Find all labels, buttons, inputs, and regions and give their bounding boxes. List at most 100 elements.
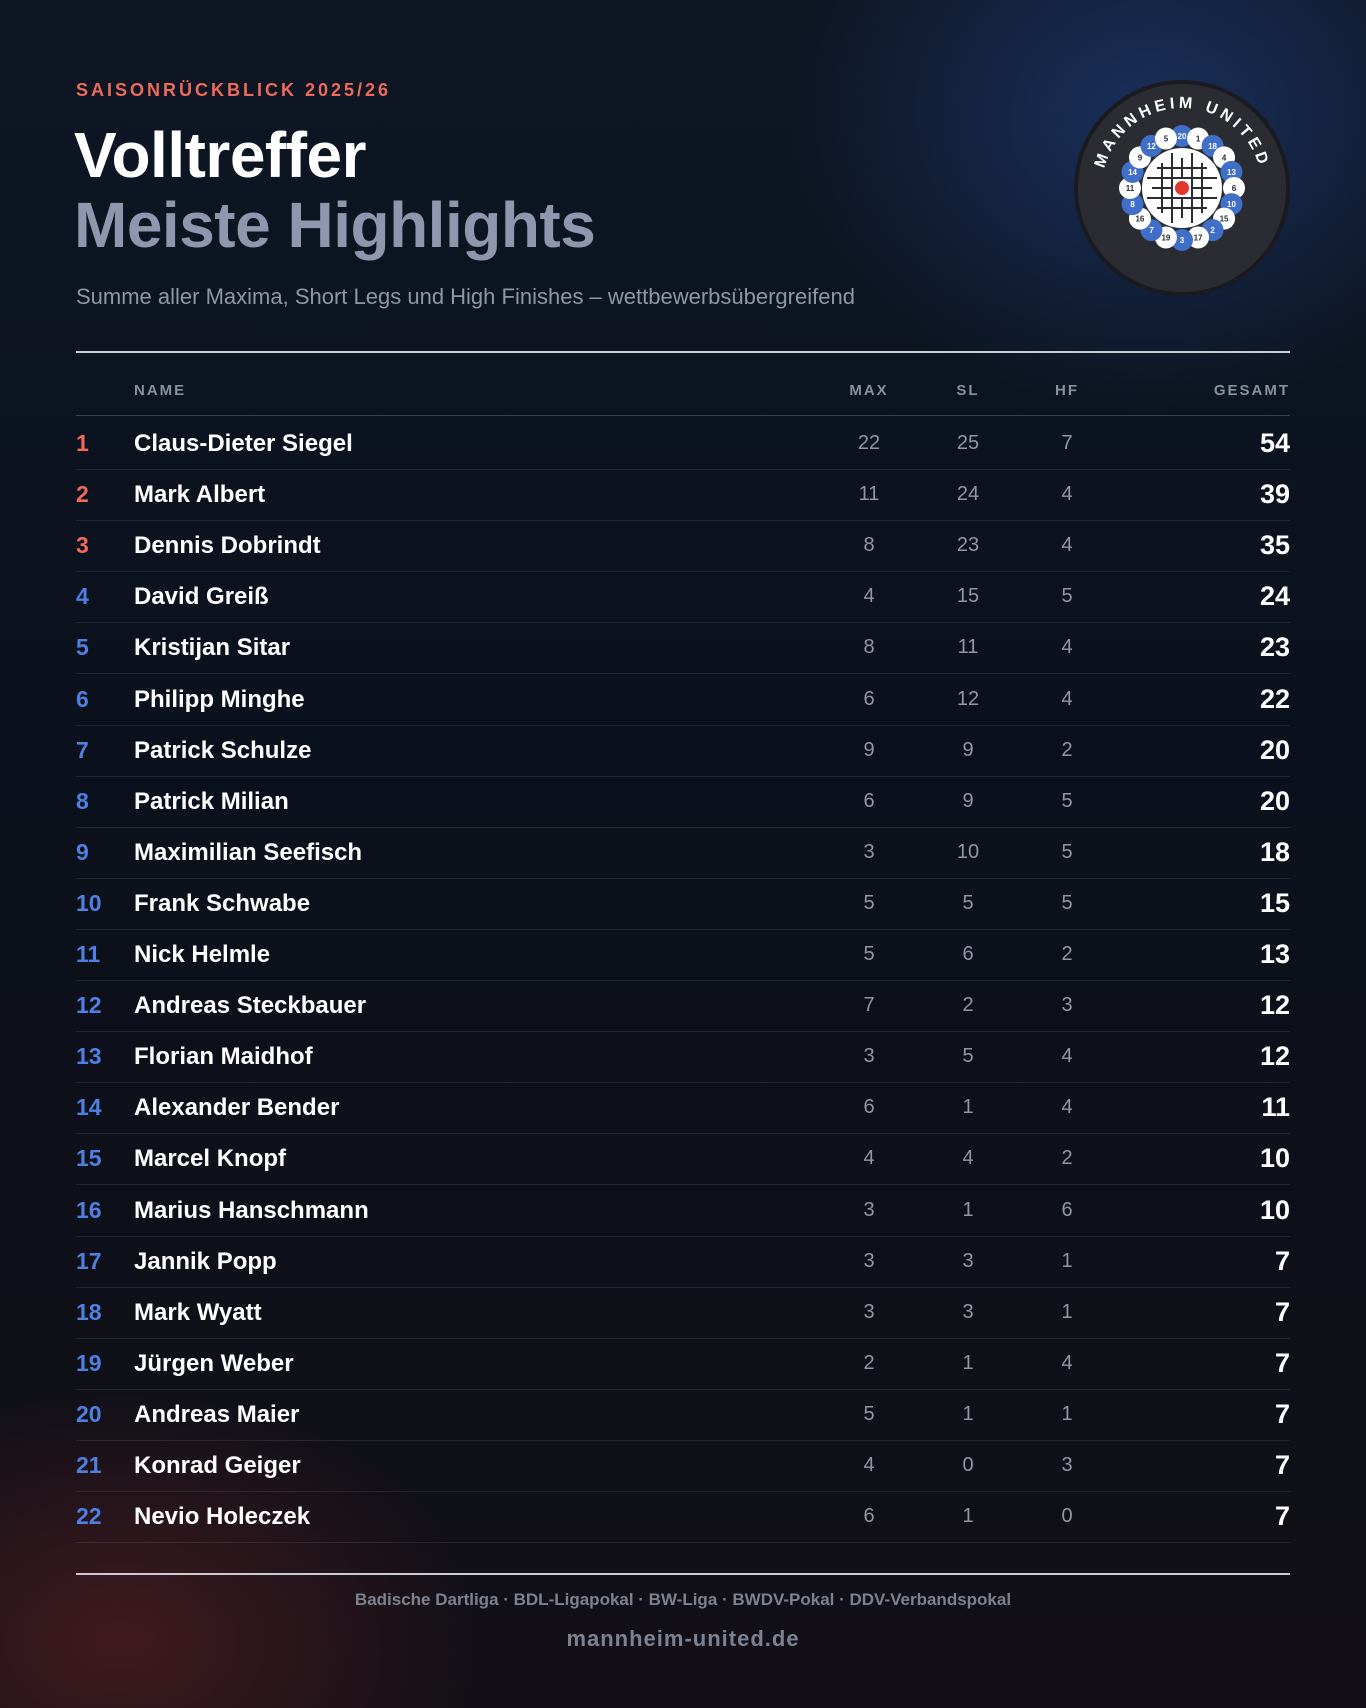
stat: 8 xyxy=(863,636,875,659)
logo-number: 2 xyxy=(1210,226,1215,235)
stat: 5 xyxy=(962,891,974,914)
stat: 1 xyxy=(962,1096,974,1119)
table-row: 4 David Greiß 4 15 5 24 xyxy=(76,571,1290,624)
stat: 3 xyxy=(863,1300,875,1323)
stat: 6 xyxy=(863,687,875,710)
logo-number: 13 xyxy=(1227,168,1236,177)
rank: 10 xyxy=(76,889,102,916)
rank: 19 xyxy=(76,1349,102,1376)
player-name: Patrick Schulze xyxy=(134,736,312,764)
stat: 1 xyxy=(962,1198,974,1221)
player-name: Kristijan Sitar xyxy=(134,634,291,662)
total: 10 xyxy=(1259,1143,1290,1174)
total: 7 xyxy=(1274,1398,1290,1429)
table-row: 18 Mark Wyatt 3 3 1 7 xyxy=(76,1287,1290,1339)
rank: 17 xyxy=(76,1247,102,1274)
stat: 3 xyxy=(863,1249,875,1272)
subtitle: Summe aller Maxima, Short Legs und High … xyxy=(76,284,855,309)
rank: 1 xyxy=(76,430,89,456)
table-row: 6 Philipp Minghe 6 12 4 22 xyxy=(76,674,1290,726)
stat: 1 xyxy=(962,1505,974,1528)
player-name: Patrick Milian xyxy=(134,787,289,815)
stat: 1 xyxy=(1061,1249,1073,1272)
logo-number: 20 xyxy=(1178,132,1187,141)
rank: 11 xyxy=(76,941,101,967)
player-name: Mark Albert xyxy=(134,481,266,509)
player-name: Philipp Minghe xyxy=(134,685,305,713)
stat: 1 xyxy=(1061,1402,1073,1425)
stat: 4 xyxy=(863,585,875,608)
table-row: 19 Jürgen Weber 2 1 4 7 xyxy=(76,1338,1290,1390)
stat: 3 xyxy=(962,1300,974,1323)
player-name: Dennis Dobrindt xyxy=(134,532,321,560)
stat: 2 xyxy=(1061,943,1073,965)
player-name: Alexander Bender xyxy=(134,1094,340,1122)
table-row: 9 Maximilian Seefisch 3 10 5 18 xyxy=(76,827,1290,879)
stat: 7 xyxy=(1061,432,1073,454)
total: 15 xyxy=(1259,887,1290,918)
player-name: Maximilian Seefisch xyxy=(134,838,363,866)
stat: 5 xyxy=(1061,789,1073,812)
player-name: Jannik Popp xyxy=(134,1247,277,1275)
rank: 9 xyxy=(76,838,89,865)
total: 7 xyxy=(1274,1245,1290,1276)
player-name: Frank Schwabe xyxy=(134,889,311,917)
logo-number: 4 xyxy=(1222,153,1227,162)
total: 20 xyxy=(1259,785,1290,816)
stat: 1 xyxy=(962,1402,974,1425)
stat: 1 xyxy=(962,1351,974,1374)
table-row: 11 Nick Helmle 5 6 2 13 xyxy=(76,929,1290,981)
total: 20 xyxy=(1259,734,1290,765)
stat: 6 xyxy=(962,943,974,965)
eyebrow: SAISONRÜCKBLICK 2025/26 xyxy=(76,80,392,100)
stat: 7 xyxy=(863,994,875,1017)
stat: 4 xyxy=(1061,687,1073,710)
total: 22 xyxy=(1259,683,1290,714)
rank: 13 xyxy=(76,1043,102,1070)
stat: 6 xyxy=(863,789,875,812)
table-row: 12 Andreas Steckbauer 7 2 3 12 xyxy=(76,980,1290,1033)
column-header: HF xyxy=(1055,382,1079,399)
total: 12 xyxy=(1259,990,1290,1021)
logo-number: 16 xyxy=(1135,215,1144,224)
stat: 4 xyxy=(1061,483,1073,506)
stat: 12 xyxy=(956,687,980,710)
header-rule xyxy=(76,415,1290,416)
logo-number: 7 xyxy=(1149,226,1154,235)
stat: 3 xyxy=(1061,1454,1073,1476)
total: 7 xyxy=(1274,1501,1290,1532)
stat: 4 xyxy=(962,1147,974,1170)
logo-number: 18 xyxy=(1208,142,1217,151)
player-name: Nevio Holeczek xyxy=(134,1503,311,1531)
rank: 16 xyxy=(76,1196,102,1223)
table-row: 10 Frank Schwabe 5 5 5 15 xyxy=(76,878,1290,930)
stat: 5 xyxy=(1061,585,1073,608)
logo-number: 5 xyxy=(1164,135,1169,144)
stat: 4 xyxy=(1061,636,1073,659)
total: 39 xyxy=(1259,479,1290,510)
table-row: 8 Patrick Milian 6 9 5 20 xyxy=(76,776,1290,828)
stat: 22 xyxy=(857,432,881,454)
total: 7 xyxy=(1274,1450,1290,1480)
stat: 11 xyxy=(957,636,979,659)
total: 35 xyxy=(1259,530,1290,561)
logo-number: 17 xyxy=(1194,233,1203,242)
logo-grid xyxy=(1147,153,1217,223)
total: 10 xyxy=(1259,1194,1290,1225)
logo-number: 6 xyxy=(1232,184,1237,193)
stat: 3 xyxy=(863,1045,875,1068)
stat: 25 xyxy=(956,432,980,454)
logo-number: 3 xyxy=(1180,236,1185,245)
logo-number: 19 xyxy=(1161,233,1170,242)
rank: 5 xyxy=(76,634,89,661)
logo-number: 11 xyxy=(1126,184,1135,193)
title-accent: Meiste Highlights xyxy=(74,189,596,261)
stat: 15 xyxy=(956,585,980,608)
table-row: 13 Florian Maidhof 3 5 4 12 xyxy=(76,1031,1290,1084)
total: 7 xyxy=(1274,1347,1290,1378)
player-name: Nick Helmle xyxy=(134,941,271,968)
stat: 3 xyxy=(863,1198,875,1221)
logo-number: 9 xyxy=(1138,153,1143,162)
stat: 2 xyxy=(1061,738,1073,761)
